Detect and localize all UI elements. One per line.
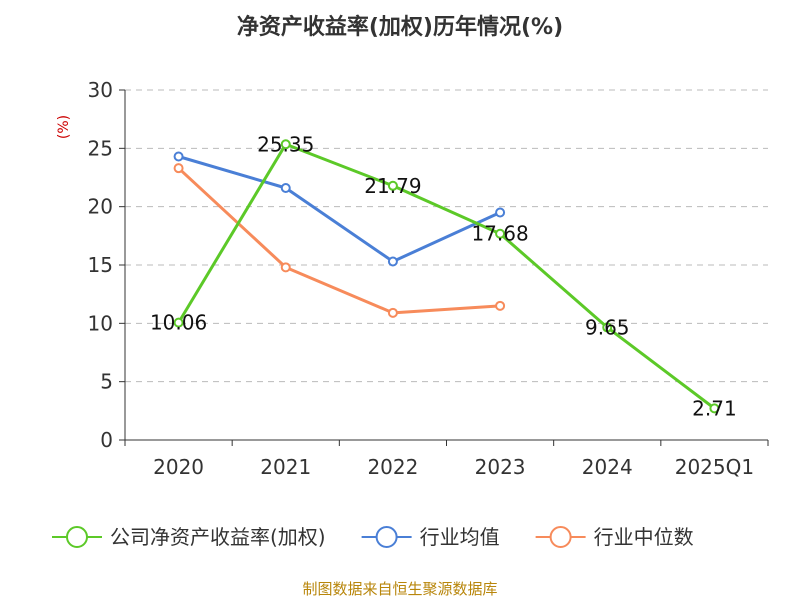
legend-item[interactable]: 行业中位数 [535, 525, 694, 549]
data-label: 21.79 [364, 174, 421, 198]
y-axis-unit-label: (%) [56, 115, 72, 139]
legend-item[interactable]: 行业均值 [361, 525, 500, 549]
x-tick-label: 2021 [260, 455, 311, 479]
series-lines [173, 139, 720, 414]
y-tick-label: 5 [100, 370, 113, 394]
x-tick-label: 2023 [475, 455, 526, 479]
legend-item[interactable]: 公司净资产收益率(加权) [52, 525, 326, 549]
data-point [387, 180, 398, 191]
source-note: 制图数据来自恒生聚源数据库 [302, 580, 497, 598]
data-point [387, 256, 398, 267]
data-point [280, 139, 291, 150]
data-labels: 10.06 25.35 21.79 17.68 9.65 2.71 [150, 132, 737, 420]
data-point [602, 322, 613, 333]
legend: 公司净资产收益率(加权) 行业均值 行业中位数 [52, 525, 694, 549]
x-tick-label: 2022 [367, 455, 418, 479]
data-point [173, 163, 184, 174]
legend-marker [66, 526, 88, 548]
series-1 [173, 151, 506, 267]
data-point [280, 262, 291, 273]
data-point [387, 307, 398, 318]
data-point [709, 403, 720, 414]
y-tick-label: 30 [88, 78, 113, 102]
x-tick-label: 2025Q1 [675, 455, 754, 479]
series-0 [173, 139, 720, 414]
axes: 0 5 10 15 20 25 30 2020 2021 2022 2023 2024 2025Q1 [88, 78, 769, 479]
legend-label: 公司净资产收益率(加权) [110, 525, 326, 549]
data-point [495, 228, 506, 239]
data-label: 9.65 [585, 315, 630, 339]
legend-label: 行业中位数 [594, 525, 694, 549]
y-tick-label: 10 [88, 311, 113, 335]
grid-lines [125, 89, 768, 383]
y-tick-label: 25 [88, 136, 113, 160]
legend-label: 行业均值 [420, 525, 500, 549]
x-tick-label: 2020 [153, 455, 204, 479]
data-point [495, 300, 506, 311]
chart-title: 净资产收益率(加权)历年情况(%) [237, 14, 563, 40]
series-line [177, 142, 716, 410]
data-point [173, 317, 184, 328]
data-label: 25.35 [257, 132, 314, 156]
series-line [178, 155, 501, 263]
data-point [280, 183, 291, 193]
data-label: 17.68 [471, 222, 528, 246]
x-tick-label: 2024 [582, 455, 633, 479]
y-tick-label: 15 [88, 253, 113, 277]
y-tick-label: 20 [88, 195, 113, 219]
legend-marker [549, 526, 572, 548]
series-2 [173, 163, 506, 318]
series-line [177, 167, 501, 315]
data-point [173, 151, 184, 162]
legend-marker [375, 526, 398, 548]
data-label: 2.71 [692, 396, 737, 420]
data-label: 10.06 [150, 311, 207, 335]
data-point [495, 207, 506, 218]
y-tick-label: 0 [100, 428, 113, 452]
